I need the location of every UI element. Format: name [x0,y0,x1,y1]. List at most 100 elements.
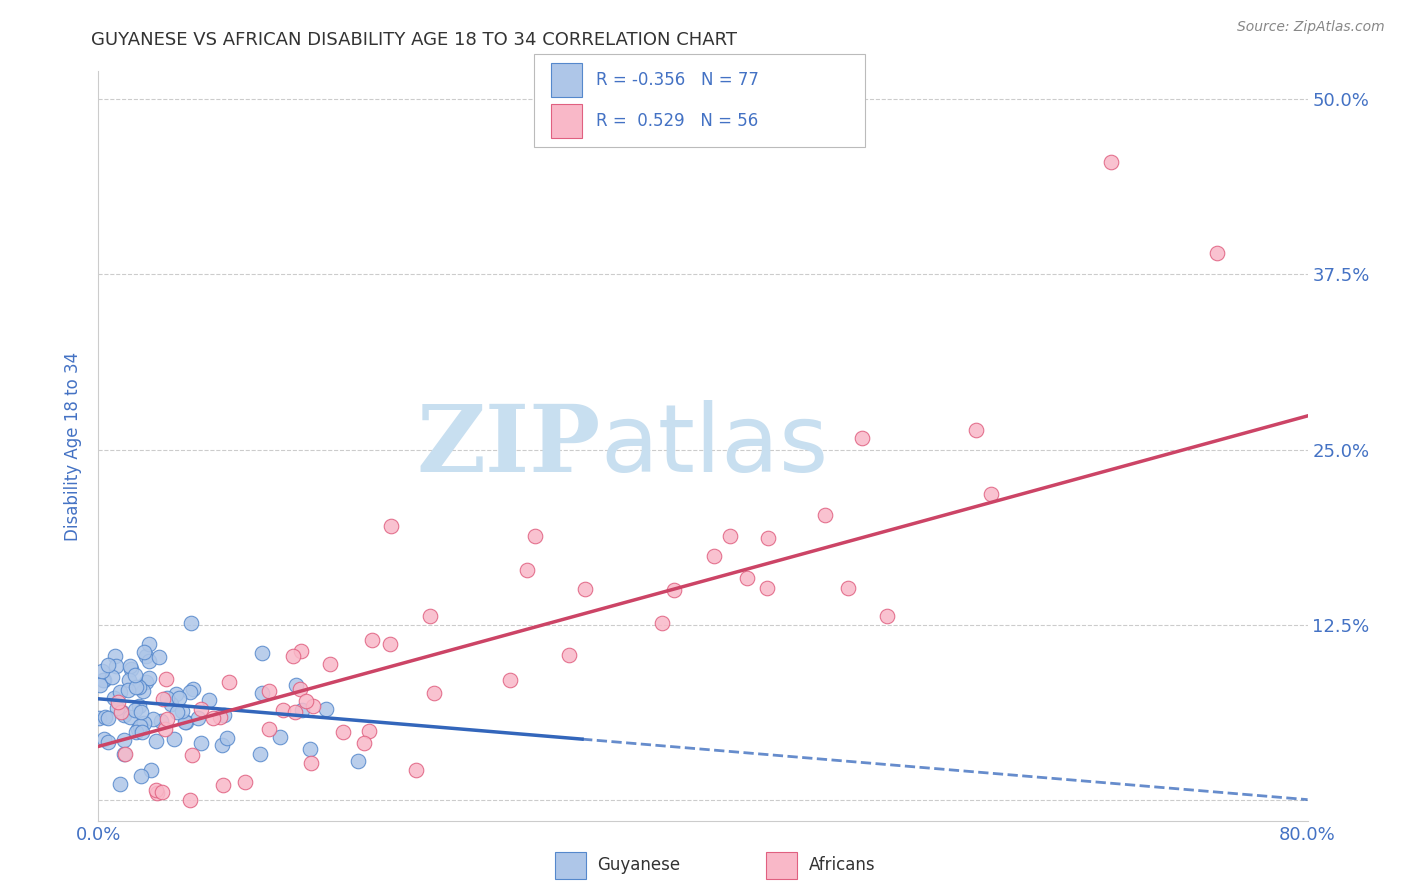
Point [146,786,169,800]
Point [135,674,157,689]
Point [1206,246,1229,260]
Point [288,681,311,696]
Point [965,423,987,437]
Text: Source: ZipAtlas.com: Source: ZipAtlas.com [1237,20,1385,34]
Text: atlas: atlas [600,400,828,492]
Point [91,673,114,688]
Point [380,637,402,651]
Point [558,648,581,663]
Point [980,487,1002,501]
Point [165,687,187,701]
Point [135,648,157,663]
Point [174,714,197,729]
Point [172,704,194,718]
Point [876,609,898,624]
Point [1099,155,1122,169]
Point [299,756,322,770]
Point [97,735,120,749]
Point [295,694,318,708]
Point [120,662,142,676]
Point [250,686,273,700]
Point [108,776,131,790]
Point [755,581,778,595]
Point [173,715,195,730]
Point [215,731,238,746]
Point [89,678,111,692]
Point [179,684,201,698]
Point [155,722,177,736]
Point [156,690,179,705]
Point [179,792,201,806]
Point [212,708,235,723]
Point [112,708,135,723]
Point [218,675,240,690]
Point [150,785,173,799]
Point [380,519,402,533]
Point [93,732,115,747]
Point [132,645,155,659]
Point [735,571,758,585]
Point [703,549,725,564]
Point [190,736,212,750]
Point [145,783,167,797]
Point [299,742,322,756]
Point [718,529,741,543]
Point [131,725,153,739]
Text: Guyanese: Guyanese [598,856,681,874]
Y-axis label: Disability Age 18 to 34: Disability Age 18 to 34 [65,351,83,541]
Text: GUYANESE VS AFRICAN DISABILITY AGE 18 TO 34 CORRELATION CHART: GUYANESE VS AFRICAN DISABILITY AGE 18 TO… [91,31,737,49]
Point [524,529,547,543]
Point [212,778,235,792]
Point [110,706,132,720]
Point [125,680,148,694]
Point [419,609,441,624]
Point [104,648,127,663]
Point [198,693,221,707]
Point [405,763,427,777]
Point [202,711,225,725]
Point [187,711,209,725]
Point [284,706,307,720]
Point [302,699,325,714]
Text: ZIP: ZIP [416,401,600,491]
Point [651,616,673,631]
Point [160,697,183,711]
Point [141,712,163,726]
Point [662,582,685,597]
Point [148,649,170,664]
Point [851,431,873,445]
Point [155,673,177,687]
Point [107,694,129,708]
Point [269,730,291,744]
Point [127,722,149,736]
Point [131,683,153,698]
Point [103,691,125,706]
Point [145,734,167,748]
Point [284,678,307,692]
Point [209,710,232,724]
Point [357,723,380,738]
Point [94,710,117,724]
Point [250,646,273,660]
Point [180,615,202,630]
Point [756,531,779,545]
Point [149,714,172,728]
Point [499,673,522,688]
Point [271,703,294,717]
Point [131,769,153,783]
Point [152,692,174,706]
Point [138,672,160,686]
Point [162,732,184,747]
Point [180,747,202,762]
Point [353,736,375,750]
Point [129,719,152,733]
Point [211,739,233,753]
Point [156,712,179,726]
Point [125,725,148,739]
Point [112,732,135,747]
Point [516,563,538,577]
Point [139,763,162,777]
Point [114,747,136,761]
Point [129,705,152,719]
Point [105,700,128,714]
